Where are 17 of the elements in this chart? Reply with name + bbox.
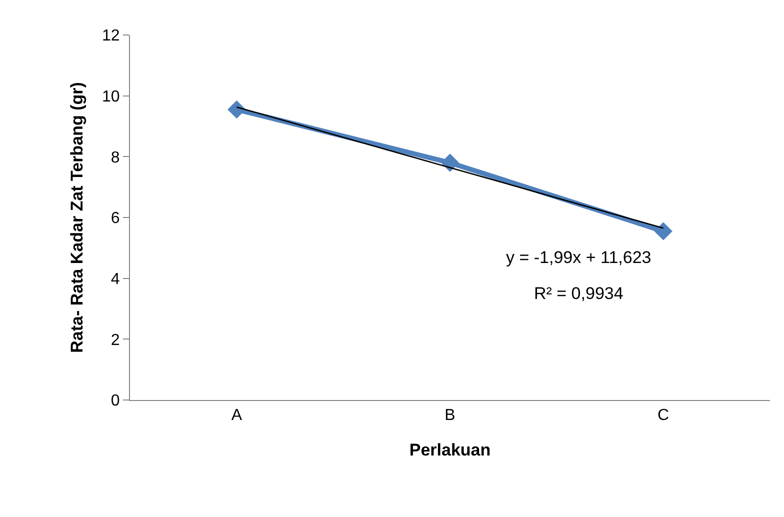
y-tick-label: 10 bbox=[102, 88, 120, 106]
y-tick-label: 4 bbox=[110, 270, 120, 288]
y-axis-title: Rata- Rata Kadar Zat Terbang (gr) bbox=[68, 82, 87, 353]
x-tick-label: A bbox=[231, 407, 242, 424]
point bbox=[654, 222, 672, 240]
annotation: R² = 0,9934 bbox=[534, 284, 624, 303]
y-tick-label: 12 bbox=[102, 28, 120, 45]
x-tick-label: C bbox=[658, 407, 670, 424]
annotation: y = -1,99x + 11,623 bbox=[506, 248, 652, 267]
y-tick-label: 6 bbox=[110, 210, 120, 228]
y-tick-label: 0 bbox=[110, 392, 120, 410]
y-tick-label: 2 bbox=[110, 332, 120, 349]
point bbox=[228, 100, 246, 119]
x-axis-title: Perlakuan bbox=[409, 440, 491, 460]
point bbox=[440, 154, 460, 172]
x-tick-label: B bbox=[444, 407, 456, 424]
y-tick-label: 8 bbox=[110, 149, 120, 166]
